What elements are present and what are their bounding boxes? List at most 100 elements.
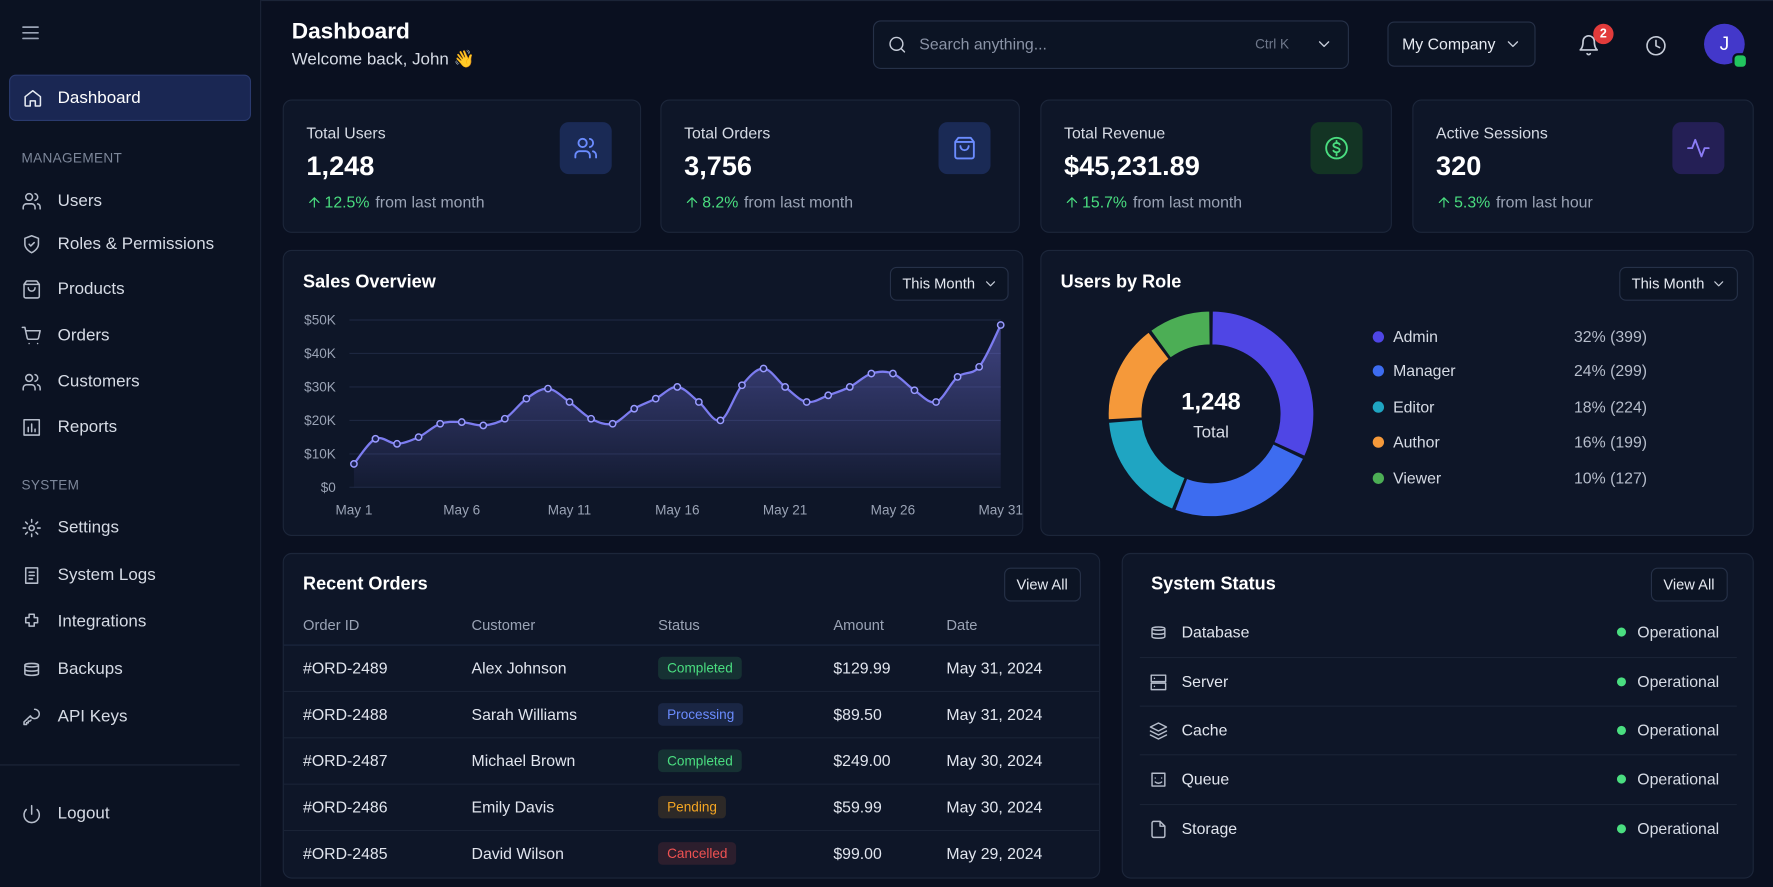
stat-label: Total Users <box>306 123 386 143</box>
stat-period: from last month <box>1133 192 1243 211</box>
table-cell: May 31, 2024 <box>946 658 1043 677</box>
y-tick-label: $0 <box>321 480 336 495</box>
system-status: Operational <box>1637 622 1720 641</box>
y-tick-label: $20K <box>304 413 336 428</box>
row-divider <box>1139 656 1737 659</box>
trend-icon-path <box>309 197 320 208</box>
legend-value: 24% (299) <box>1573 361 1648 380</box>
stat-change: 12.5% <box>324 192 370 211</box>
data-point <box>436 419 445 428</box>
donut-chart: 1,248 Total <box>1107 310 1315 518</box>
nav-item[interactable] <box>9 407 251 448</box>
legend-label: Admin <box>1393 327 1438 346</box>
table-cell: $249.00 <box>833 751 891 770</box>
trend-icon <box>309 197 320 208</box>
data-point <box>889 369 897 378</box>
x-tick-label: May 16 <box>655 502 699 517</box>
data-point <box>716 416 725 425</box>
nav-section-title: SYSTEM <box>21 476 80 493</box>
filter-select[interactable] <box>1619 266 1738 301</box>
nav-icon-path <box>21 326 41 345</box>
stat-icon <box>574 137 598 159</box>
nav-icon <box>24 662 40 677</box>
view-all-button[interactable] <box>1650 567 1728 602</box>
column-header: Amount <box>833 616 885 634</box>
data-point <box>544 384 552 393</box>
data-point <box>867 369 876 378</box>
nav-icon-path <box>24 662 40 677</box>
legend-label: Author <box>1393 432 1440 451</box>
stat-icon-box <box>938 122 991 175</box>
nav-icon <box>24 567 39 584</box>
status-dot <box>1616 725 1627 735</box>
table-cell: Emily Davis <box>471 797 555 816</box>
nav-icon-path <box>24 567 39 584</box>
table-cell: Sarah Williams <box>471 705 578 724</box>
status-badge: Cancelled <box>658 842 737 866</box>
data-point <box>802 398 811 406</box>
company-chevron-path <box>1507 41 1519 48</box>
nav-item[interactable] <box>9 269 251 310</box>
page-title: Dashboard <box>291 19 410 45</box>
row-divider <box>1139 705 1737 707</box>
y-tick-label: $50K <box>304 313 336 328</box>
view-all-button[interactable] <box>1004 567 1081 602</box>
trend-icon <box>686 197 698 208</box>
nav-label: Roles & Permissions <box>57 234 215 254</box>
data-point <box>651 394 660 403</box>
card-title: Recent Orders <box>303 574 428 595</box>
avatar-status <box>1732 53 1749 69</box>
logout-label: Logout <box>57 803 110 824</box>
stat-value: 320 <box>1436 151 1482 182</box>
donut-segment <box>1107 331 1170 421</box>
x-tick-label: May 26 <box>871 502 915 517</box>
stat-icon <box>954 136 975 160</box>
sales-chart: $0 $10K $20K $30K $40K $50K May 1 May 6 May 11 Ma… <box>304 313 1023 518</box>
stat-change: 8.2% <box>702 192 739 211</box>
trend-icon-path <box>1066 197 1078 208</box>
logout-button[interactable] <box>9 794 251 835</box>
nav-item-active[interactable] <box>9 74 252 121</box>
status-dot <box>1616 627 1627 637</box>
data-point <box>694 398 703 406</box>
data-point <box>738 381 746 390</box>
donut-center-value: 1,248 <box>1181 389 1240 415</box>
data-point <box>565 398 574 406</box>
status-dot <box>1616 824 1627 834</box>
status-badge: Processing <box>658 703 744 727</box>
row-divider <box>283 829 1100 832</box>
table-cell: Alex Johnson <box>471 658 567 677</box>
nav-label: System Logs <box>57 565 156 585</box>
nav-label: Customers <box>57 372 140 392</box>
nav-item[interactable] <box>9 697 251 738</box>
system-status: Operational <box>1637 769 1720 788</box>
nav-item[interactable] <box>9 315 251 356</box>
button-label: View All <box>1016 575 1068 593</box>
nav-label: Settings <box>57 517 119 538</box>
stat-label: Total Revenue <box>1064 123 1166 143</box>
system-name: Cache <box>1181 720 1228 740</box>
logout-icon-path <box>23 804 41 824</box>
search-icon <box>888 36 905 53</box>
system-icon-path <box>1150 625 1166 639</box>
notification-badge: 2 <box>1593 23 1614 45</box>
legend-value: 10% (127) <box>1573 468 1648 487</box>
row-divider <box>283 690 1100 693</box>
nav-item[interactable] <box>9 181 251 222</box>
stat-period: from last hour <box>1495 192 1593 211</box>
nav-item[interactable] <box>9 508 251 549</box>
legend-dot <box>1372 401 1385 413</box>
stat-label: Total Orders <box>684 123 771 143</box>
y-tick-label: $10K <box>304 446 336 461</box>
filter-chevron-path <box>1714 281 1724 287</box>
clock-icon <box>1645 35 1666 55</box>
nav-icon <box>23 280 41 299</box>
stat-label: Active Sessions <box>1436 123 1548 143</box>
nav-label: Dashboard <box>57 88 141 108</box>
nav-item[interactable] <box>9 649 251 690</box>
table-cell: May 29, 2024 <box>946 844 1043 863</box>
table-cell: $59.99 <box>833 797 882 816</box>
button-label: View All <box>1663 575 1715 593</box>
nav-icon-path <box>23 280 41 299</box>
search-box[interactable] <box>872 20 1349 69</box>
